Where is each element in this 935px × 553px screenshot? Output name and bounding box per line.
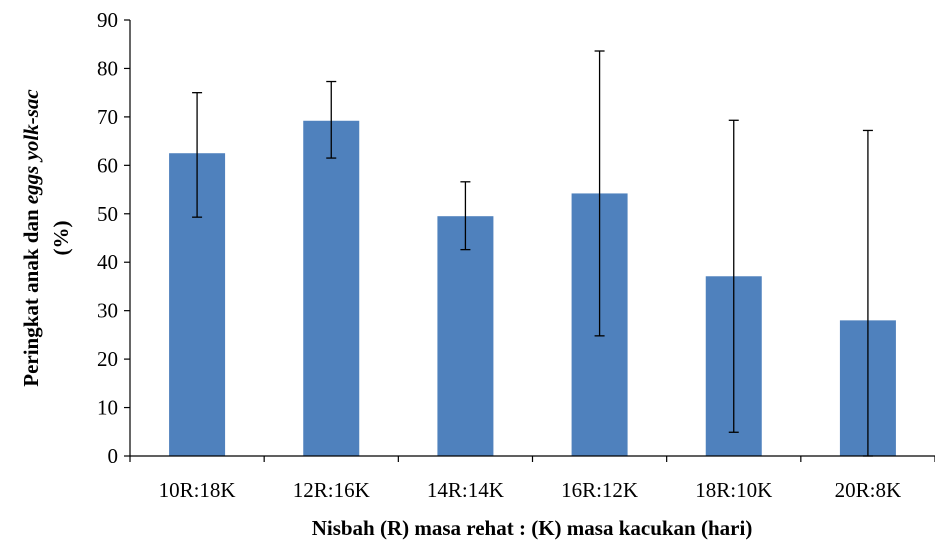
x-tick-label: 10R:18K	[159, 478, 236, 502]
error-bars-layer	[192, 50, 873, 457]
y-tick-label: 40	[97, 250, 118, 274]
bar	[303, 120, 360, 457]
y-tick-label: 30	[97, 299, 118, 323]
x-ticks: 10R:18K 12R:16K 14R:14K 16R:12K 18R:10K 20R:8…	[129, 456, 935, 502]
bars-layer	[169, 120, 896, 457]
x-tick-label: 20R:8K	[835, 478, 902, 502]
x-tick-label: 12R:16K	[293, 478, 370, 502]
y-tick-label: 80	[97, 56, 118, 80]
x-axis-title: Nisbah (R) masa rehat : (K) masa kacukan…	[312, 516, 753, 540]
y-tick-label: 60	[97, 153, 118, 177]
y-tick-label: 70	[97, 105, 118, 129]
y-axis-title-prefix: Peringkat anak dan	[19, 204, 43, 387]
y-tick-label: 0	[108, 444, 119, 468]
y-axis-title-line1: Peringkat anak dan eggs yolk-sac	[19, 89, 43, 387]
y-ticks: 0 10 20 30 40 50 60 70 80 90	[97, 8, 130, 468]
x-tick-label: 18R:10K	[695, 478, 772, 502]
y-tick-label: 50	[97, 202, 118, 226]
y-tick-label: 10	[97, 396, 118, 420]
y-tick-label: 90	[97, 8, 118, 32]
x-tick-label: 14R:14K	[427, 478, 504, 502]
y-axis-title-line2: (%)	[49, 221, 73, 256]
y-axis-title-italic: eggs yolk-sac	[19, 89, 43, 205]
bar	[437, 216, 494, 456]
y-tick-label: 20	[97, 347, 118, 371]
x-tick-label: 16R:12K	[561, 478, 638, 502]
